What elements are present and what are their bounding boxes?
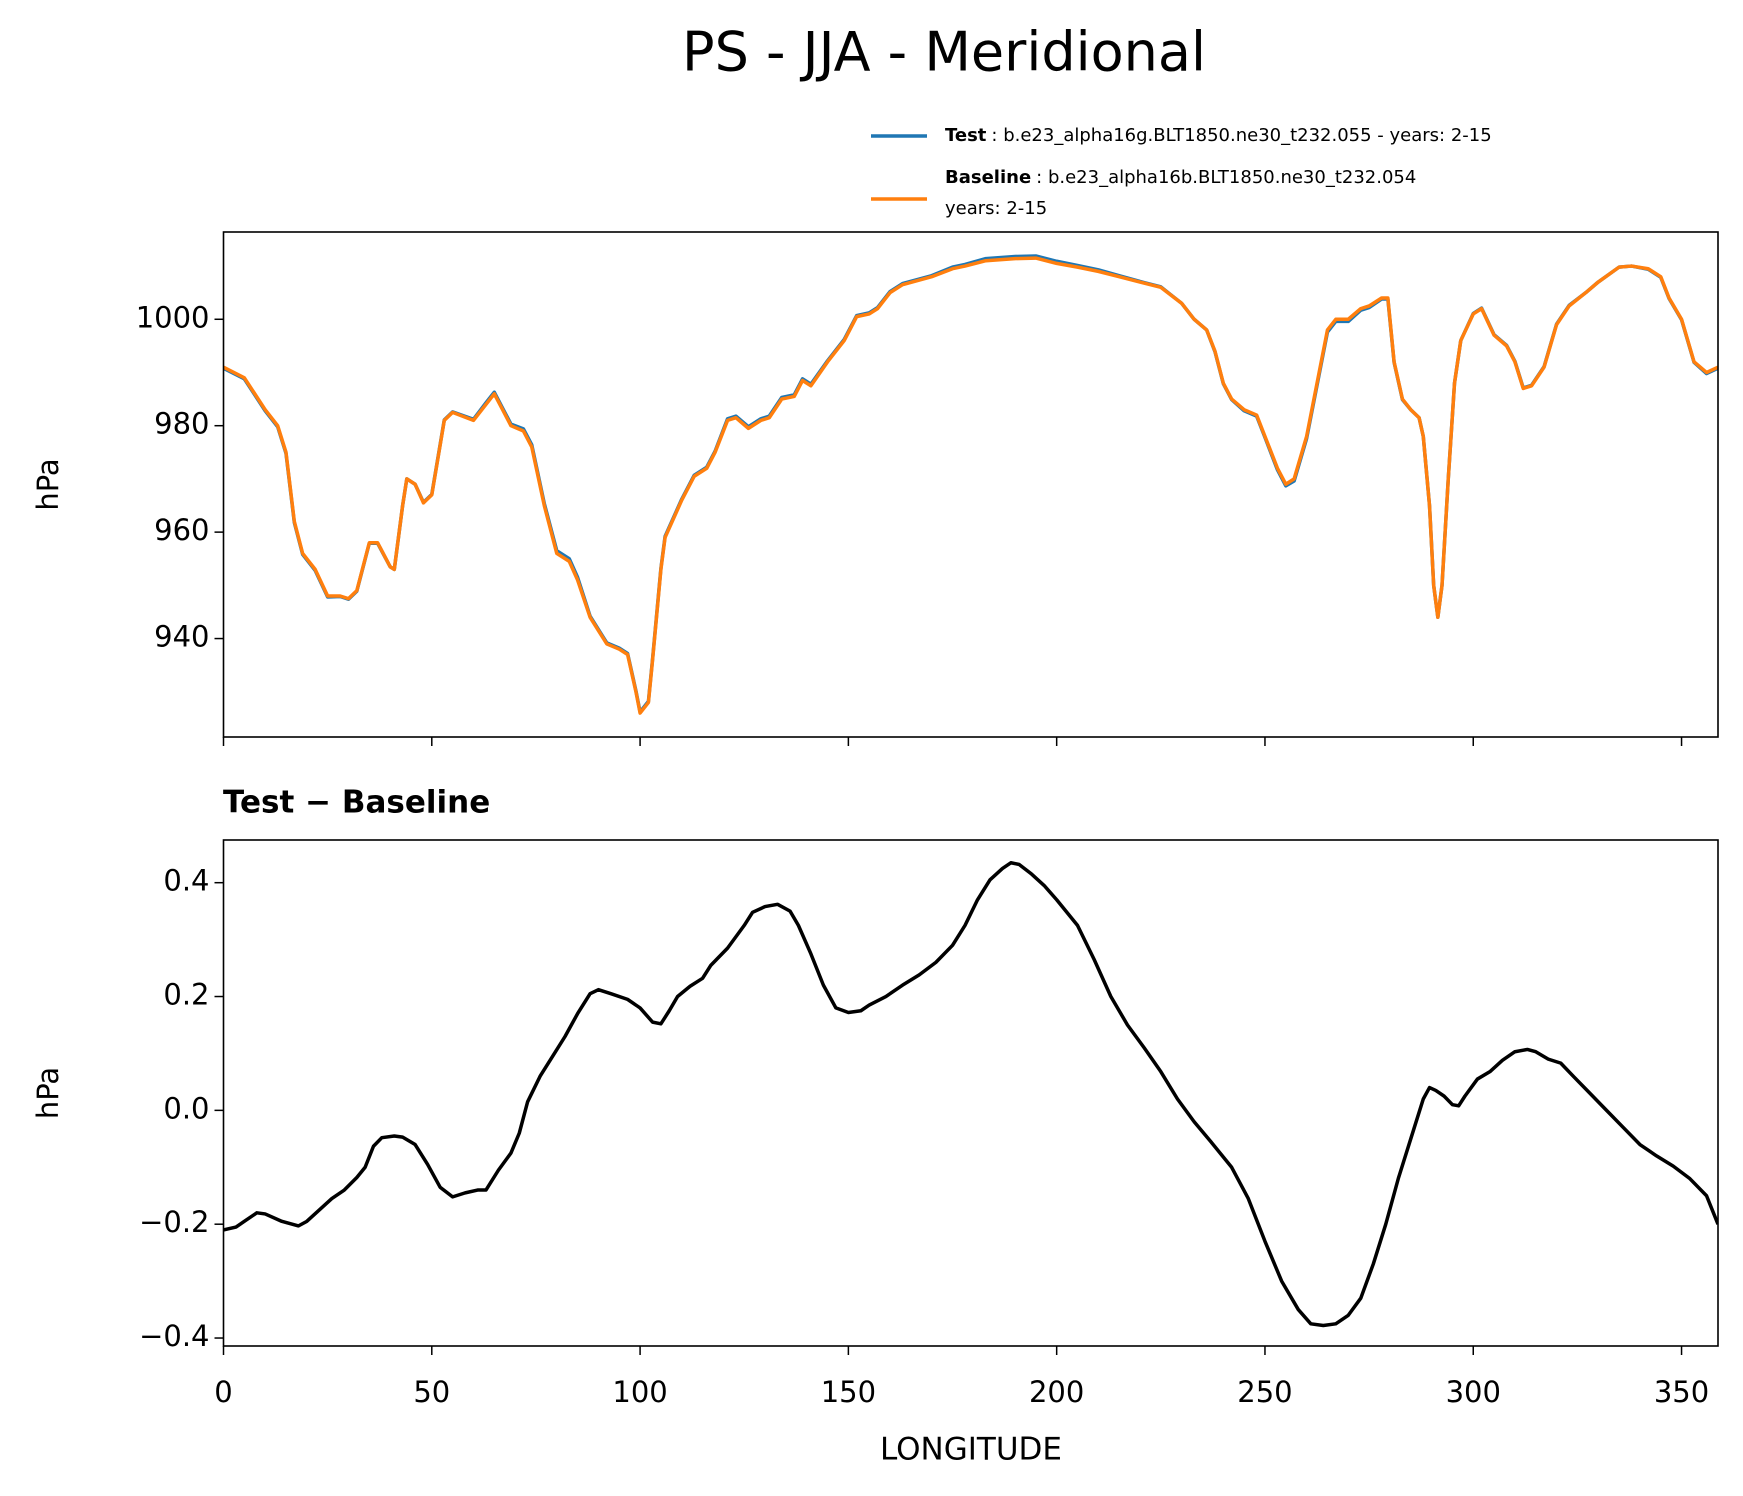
y-axis-label: hPa xyxy=(31,458,65,510)
y-tick-label: 0.2 xyxy=(163,978,209,1012)
x-tick-label: 350 xyxy=(1654,1375,1709,1409)
x-tick-label: 0 xyxy=(214,1375,232,1409)
x-tick-label: 50 xyxy=(413,1375,450,1409)
y-tick-label: 980 xyxy=(154,407,209,441)
legend-case-line: years: 2-15 xyxy=(945,198,1047,219)
axes-frame xyxy=(222,839,1719,1347)
y-tick-label: 1000 xyxy=(136,300,210,334)
legend-case: : b.e23_alpha16g.BLT1850.ne30_t232.055 -… xyxy=(991,125,1491,146)
x-tick-label: 250 xyxy=(1237,1375,1292,1409)
data-line xyxy=(223,256,1718,715)
plot-area xyxy=(223,254,1718,715)
y-tick-label: −0.4 xyxy=(139,1319,209,1353)
y-axis-label: hPa xyxy=(31,1067,65,1119)
legend-name: Baseline xyxy=(945,167,1031,188)
legend-name: Test xyxy=(945,125,987,146)
axes-frame xyxy=(222,231,1719,738)
y-tick-label: 960 xyxy=(154,513,209,547)
figure-title: PS - JJA - Meridional xyxy=(682,21,1206,84)
x-tick-label: 200 xyxy=(1029,1375,1084,1409)
x-tick-label: 150 xyxy=(821,1375,876,1409)
x-tick-label: 300 xyxy=(1446,1375,1501,1409)
x-tick-label: 100 xyxy=(612,1375,667,1409)
y-tick-label: 0.4 xyxy=(163,864,209,898)
y-tick-label: 0.0 xyxy=(163,1091,209,1125)
panel-title: Test − Baseline xyxy=(223,785,490,821)
y-tick-label: −0.2 xyxy=(139,1205,209,1239)
plot-area xyxy=(223,861,1718,1328)
legend-case: : b.e23_alpha16b.BLT1850.ne30_t232.054 xyxy=(1036,167,1416,188)
data-line xyxy=(223,861,1718,1328)
data-line xyxy=(223,254,1718,714)
legend-label: Baseline: b.e23_alpha16b.BLT1850.ne30_t2… xyxy=(945,167,1416,188)
x-axis-label: LONGITUDE xyxy=(880,1432,1062,1468)
legend-label: Test: b.e23_alpha16g.BLT1850.ne30_t232.0… xyxy=(945,125,1492,146)
y-tick-label: 940 xyxy=(154,620,209,654)
